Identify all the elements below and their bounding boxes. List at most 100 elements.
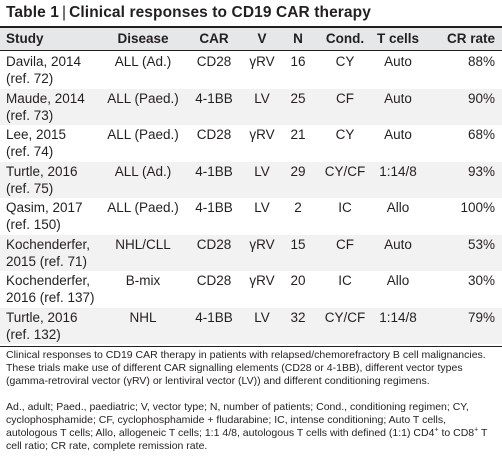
cell-n: 16 xyxy=(290,54,306,69)
cell-vector: LV xyxy=(254,163,270,179)
cell-conditioning: CY xyxy=(335,54,355,69)
cell-car: CD28 xyxy=(196,273,232,288)
cell-conditioning: CY xyxy=(335,127,355,142)
table-row: Kochenderfer, 2016 (ref. 137) B-mix CD28 γRV… xyxy=(0,271,502,308)
table-row: Lee, 2015 (ref. 74) ALL (Paed.) CD28 γRV 21 CY… xyxy=(0,125,502,162)
header-vector: V xyxy=(257,31,267,46)
cell-disease: ALL (Paed.) xyxy=(107,200,179,215)
cell-disease: B-mix xyxy=(125,273,161,288)
study-reference: (ref. 150) xyxy=(6,217,61,232)
cell-cr-rate: 88% xyxy=(467,54,495,69)
header-study: Study xyxy=(6,31,44,46)
cell-cr-rate: 53% xyxy=(467,236,495,252)
study-name: Turtle, 2016 xyxy=(6,163,78,179)
table-row: Turtle, 2016 (ref. 75) ALL (Ad.) 4-1BB LV 29 C… xyxy=(0,161,502,198)
footnote-abbreviations-text: Ad., adult; Paed., paediatric; V, vector… xyxy=(6,401,469,439)
cell-vector: LV xyxy=(254,90,270,106)
cell-t-cells: 1:14/8 xyxy=(379,163,417,179)
cell-conditioning: CY/CF xyxy=(324,163,366,179)
cell-car: CD28 xyxy=(196,236,232,252)
cell-conditioning: CY/CF xyxy=(324,309,366,325)
cell-vector: LV xyxy=(254,309,270,325)
cell-car: 4-1BB xyxy=(195,163,233,179)
cell-t-cells: Allo xyxy=(386,273,410,288)
cell-t-cells: Auto xyxy=(384,236,412,252)
bottom-rule xyxy=(0,346,502,347)
study-reference: (ref. 74) xyxy=(6,144,54,159)
cell-disease: NHL xyxy=(129,309,157,325)
cell-vector: γRV xyxy=(249,273,275,288)
cd4-plus-superscript: + xyxy=(434,426,439,434)
cell-study: Qasim, 2017 (ref. 150) xyxy=(6,199,83,233)
study-name: Lee, 2015 xyxy=(6,127,67,142)
top-rule xyxy=(0,26,502,28)
cell-cr-rate: 93% xyxy=(467,163,495,179)
footnote-description: Clinical responses to CD19 CAR therapy i… xyxy=(6,349,486,387)
cell-vector: γRV xyxy=(249,127,275,142)
cell-conditioning: CF xyxy=(336,236,354,252)
cell-n: 29 xyxy=(290,163,306,179)
cell-vector: γRV xyxy=(249,54,275,69)
cell-car: CD28 xyxy=(196,54,232,69)
cell-cr-rate: 68% xyxy=(467,127,495,142)
study-reference: (ref. 75) xyxy=(6,180,54,196)
study-reference: (ref. 132) xyxy=(6,326,61,342)
table-row: Turtle, 2016 (ref. 132) NHL 4-1BB LV 32 CY/CF 1… xyxy=(0,307,502,344)
cell-disease: ALL (Ad.) xyxy=(114,54,172,69)
study-name: Turtle, 2016 xyxy=(6,309,78,325)
header-car: CAR xyxy=(199,31,229,46)
footnote-abbreviations-text-2: to CD8 xyxy=(438,427,475,439)
cell-car: 4-1BB xyxy=(195,90,233,106)
table-title: Table 1 | Clinical responses to CD19 CAR t… xyxy=(6,4,371,22)
cell-n: 20 xyxy=(290,273,306,288)
study-name: Kochenderfer, xyxy=(6,273,91,288)
cell-study: Maude, 2014 (ref. 73) xyxy=(6,90,85,124)
header-disease: Disease xyxy=(117,31,169,46)
study-name: Kochenderfer, xyxy=(6,236,91,252)
table-row: Maude, 2014 (ref. 73) ALL (Paed.) 4-1BB LV 25… xyxy=(0,88,502,125)
cell-conditioning: IC xyxy=(338,273,352,288)
study-reference: 2016 (ref. 137) xyxy=(6,290,95,305)
cell-disease: NHL/CLL xyxy=(115,236,171,252)
study-reference: (ref. 73) xyxy=(6,107,54,123)
cell-cr-rate: 100% xyxy=(460,200,495,215)
cell-cr-rate: 90% xyxy=(467,90,495,106)
table-number: Table 1 xyxy=(6,4,59,21)
cd8-plus-superscript: + xyxy=(474,426,479,434)
study-name: Davila, 2014 xyxy=(6,54,82,69)
table-row: Qasim, 2017 (ref. 150) ALL (Paed.) 4-1BB LV 2… xyxy=(0,198,502,235)
header-t-cells: T cells xyxy=(376,31,420,46)
cell-cr-rate: 30% xyxy=(467,273,495,288)
cell-t-cells: Auto xyxy=(384,90,412,106)
cell-n: 15 xyxy=(290,236,306,252)
table-row: Davila, 2014 (ref. 72) ALL (Ad.) CD28 γRV 16 C… xyxy=(0,52,502,89)
cell-vector: LV xyxy=(254,200,270,215)
cell-conditioning: CF xyxy=(336,90,354,106)
cell-n: 32 xyxy=(290,309,306,325)
cell-car: CD28 xyxy=(196,127,232,142)
cell-n: 21 xyxy=(290,127,306,142)
title-separator: | xyxy=(61,4,67,21)
header-cr-rate: CR rate xyxy=(446,31,495,46)
cell-t-cells: Allo xyxy=(386,200,410,215)
study-reference: 2015 (ref. 71) xyxy=(6,253,88,269)
cell-study: Turtle, 2016 (ref. 132) xyxy=(6,309,78,343)
cell-disease: ALL (Paed.) xyxy=(107,90,179,106)
table-row: Kochenderfer, 2015 (ref. 71) NHL/CLL CD28 γR… xyxy=(0,234,502,271)
cell-study: Kochenderfer, 2015 (ref. 71) xyxy=(6,236,90,270)
cell-study: Lee, 2015 (ref. 74) xyxy=(6,126,66,160)
cell-vector: γRV xyxy=(249,236,275,252)
cell-cr-rate: 79% xyxy=(467,309,495,325)
cell-t-cells: Auto xyxy=(384,54,412,69)
cell-t-cells: 1:14/8 xyxy=(379,309,417,325)
cell-disease: ALL (Ad.) xyxy=(114,163,172,179)
study-reference: (ref. 72) xyxy=(6,71,54,86)
cell-conditioning: IC xyxy=(338,200,352,215)
study-name: Qasim, 2017 xyxy=(6,200,83,215)
cell-n: 2 xyxy=(294,200,302,215)
header-n: N xyxy=(293,31,303,46)
cell-car: 4-1BB xyxy=(195,309,233,325)
footnote-abbreviations: Ad., adult; Paed., paediatric; V, vector… xyxy=(6,401,496,453)
header-band xyxy=(0,28,502,51)
